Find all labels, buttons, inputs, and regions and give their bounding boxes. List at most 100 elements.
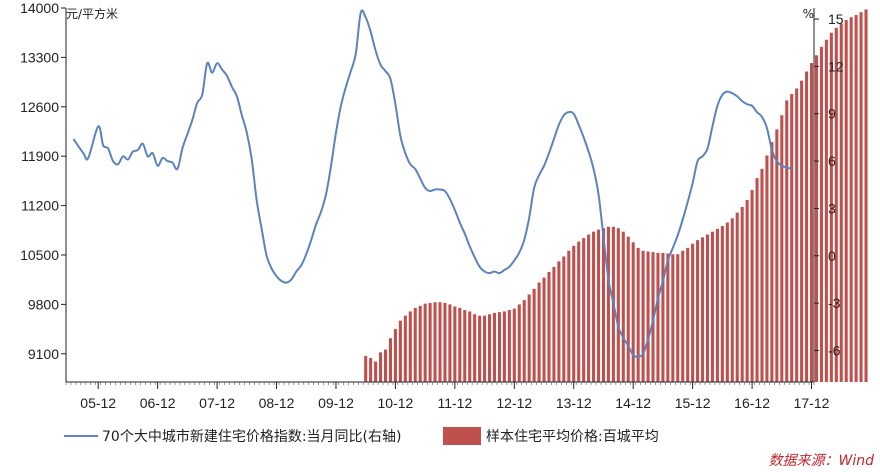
price-bar [854,15,858,383]
price-bar [383,349,388,382]
x-tick-label: 17-12 [794,395,830,411]
price-bar [577,241,581,382]
price-bar [522,300,526,382]
price-bar [636,247,640,382]
yoy-line [72,9,793,358]
price-bar [775,129,779,382]
x-tick-label: 14-12 [615,395,651,411]
right-tick-label: 12 [828,58,844,74]
price-bar [696,240,700,382]
price-bar [552,266,556,382]
price-bar [443,302,447,382]
price-bar [740,207,744,382]
price-bar [527,294,531,382]
price-bar [492,312,497,382]
price-bar [760,168,764,382]
price-bar [864,9,868,382]
source-note: 数据来源：Wind [769,453,875,469]
price-bar [829,32,833,382]
right-tick-label: 3 [828,200,836,216]
price-bar [532,288,536,382]
price-bar [497,312,501,382]
price-bar [473,314,477,382]
price-bar [765,155,769,382]
legend-bar-label: 样本住宅平均价格:百城平均 [486,429,659,445]
price-bar [725,222,729,382]
price-bar [562,256,566,382]
price-bar [710,231,714,382]
price-bar [780,115,784,382]
price-bar [755,178,759,382]
price-bar [453,306,457,382]
price-bar [691,243,695,382]
price-bar [448,304,452,382]
x-tick-label: 05-12 [80,395,116,411]
price-bar [785,100,789,382]
price-bar [587,234,591,382]
price-bar [859,12,863,382]
x-tick-label: 11-12 [437,395,472,411]
price-bar [795,88,799,382]
price-bar [686,247,690,382]
price-bar [596,229,601,382]
x-tick-label: 06-12 [140,395,176,411]
price-bar [582,238,586,382]
price-bar [567,250,571,382]
price-bar [616,228,620,382]
right-axis-unit: % [803,7,814,21]
price-bar [364,355,368,382]
price-bar [408,311,412,382]
price-bar [601,228,605,382]
price-bar [676,254,680,382]
price-bar [512,308,516,382]
left-tick-label: 9100 [28,346,59,362]
price-bar [606,226,610,382]
legend-bar-swatch [443,427,481,445]
x-tick-label: 09-12 [318,395,354,411]
left-tick-label: 9800 [28,296,59,312]
left-tick-label: 11900 [21,148,59,164]
price-bar [681,250,685,382]
line-series [72,9,793,358]
price-bar [463,310,467,382]
price-bar [730,218,734,382]
price-bar [592,231,596,382]
price-bar [735,212,739,382]
price-bar [701,237,705,382]
price-bar [770,142,774,382]
price-bar [844,20,848,382]
price-bar [750,190,754,382]
left-tick-label: 11200 [21,198,59,214]
right-tick-label: 9 [828,106,836,122]
price-bar [502,311,506,382]
price-bar [369,358,373,382]
price-bar [388,338,392,382]
right-tick-label: 15 [828,11,844,27]
price-bar [819,46,823,383]
x-tick-label: 15-12 [675,395,711,411]
price-bar [626,236,630,382]
price-bar [458,307,462,382]
left-tick-label: 10500 [20,247,59,263]
legend-line-label: 70个大中城市新建住宅价格指数:当月同比(右轴) [102,428,401,445]
price-bar [557,261,561,382]
left-tick-label: 14000 [20,0,59,16]
price-bar [661,252,665,382]
price-bar [745,199,749,382]
price-bar [423,303,427,382]
price-bar [621,231,625,382]
price-bar [839,23,843,383]
price-bar [666,253,670,382]
price-bar [403,315,407,382]
price-bar [631,242,635,382]
price-bar [671,254,675,382]
bar-series [364,9,868,383]
price-bar [805,71,809,382]
price-bar [849,17,853,382]
price-bar [656,252,660,382]
legend: 70个大中城市新建住宅价格指数:当月同比(右轴) 样本住宅平均价格:百城平均 [64,427,659,445]
x-tick-label: 12-12 [496,395,532,411]
left-tick-label: 13300 [20,49,59,65]
left-axis-unit: 元/平方米 [66,6,118,21]
